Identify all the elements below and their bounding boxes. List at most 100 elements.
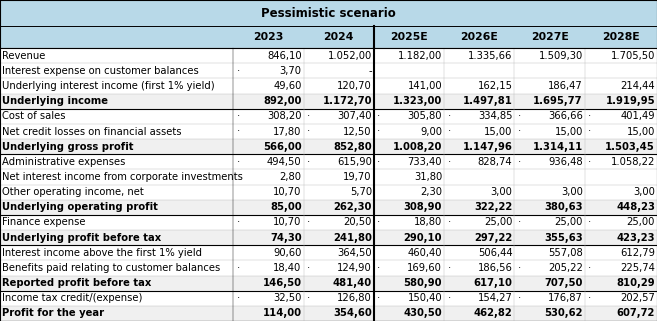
Text: 366,66: 366,66 (548, 111, 583, 121)
Text: 169,60: 169,60 (407, 263, 442, 273)
Text: Income tax credit/(expense): Income tax credit/(expense) (2, 293, 143, 303)
Text: ·: · (447, 293, 451, 303)
Text: ·: · (237, 263, 240, 273)
Text: ·: · (307, 126, 310, 136)
Text: 617,10: 617,10 (474, 278, 512, 288)
Text: ·: · (307, 263, 310, 273)
Text: 25,00: 25,00 (627, 217, 655, 228)
Text: 1.509,30: 1.509,30 (539, 51, 583, 61)
Text: 10,70: 10,70 (273, 187, 302, 197)
Text: 10,70: 10,70 (273, 217, 302, 228)
Text: 334,85: 334,85 (478, 111, 512, 121)
Text: 2024: 2024 (323, 32, 354, 42)
Text: 810,29: 810,29 (616, 278, 655, 288)
Text: 18,80: 18,80 (414, 217, 442, 228)
Text: 481,40: 481,40 (332, 278, 372, 288)
Text: 162,15: 162,15 (478, 81, 512, 91)
Text: 126,80: 126,80 (337, 293, 372, 303)
Text: 9,00: 9,00 (420, 126, 442, 136)
Text: 1.503,45: 1.503,45 (605, 142, 655, 152)
Text: 423,23: 423,23 (616, 233, 655, 243)
Bar (0, 94, 657, 109)
Text: 506,44: 506,44 (478, 248, 512, 258)
Text: 828,74: 828,74 (478, 157, 512, 167)
Text: ·: · (447, 111, 451, 121)
Text: 186,56: 186,56 (478, 263, 512, 273)
Text: ·: · (307, 157, 310, 167)
Text: Reported profit before tax: Reported profit before tax (2, 278, 151, 288)
Text: 308,20: 308,20 (267, 111, 302, 121)
Text: 15,00: 15,00 (484, 126, 512, 136)
Text: 1.919,95: 1.919,95 (605, 96, 655, 106)
Text: 936,48: 936,48 (548, 157, 583, 167)
Text: 1.497,81: 1.497,81 (463, 96, 512, 106)
Text: 124,90: 124,90 (337, 263, 372, 273)
Text: Finance expense: Finance expense (2, 217, 85, 228)
Text: ·: · (307, 217, 310, 228)
Text: 380,63: 380,63 (544, 202, 583, 212)
Text: 607,72: 607,72 (617, 308, 655, 318)
Bar (0, 215, 657, 230)
Text: ·: · (377, 263, 380, 273)
Text: Pessimistic scenario: Pessimistic scenario (261, 7, 396, 20)
Bar (0, 275, 657, 291)
Text: 2025E: 2025E (390, 32, 428, 42)
Text: ·: · (518, 263, 521, 273)
Text: 557,08: 557,08 (548, 248, 583, 258)
Text: ·: · (447, 217, 451, 228)
Bar (0, 245, 657, 260)
Text: 364,50: 364,50 (337, 248, 372, 258)
Text: Underlying income: Underlying income (2, 96, 108, 106)
Text: 2026E: 2026E (461, 32, 498, 42)
Text: 2,30: 2,30 (420, 187, 442, 197)
Text: 25,00: 25,00 (484, 217, 512, 228)
Text: ·: · (518, 126, 521, 136)
Text: 114,00: 114,00 (263, 308, 302, 318)
Text: 1.182,00: 1.182,00 (398, 51, 442, 61)
Text: 430,50: 430,50 (403, 308, 442, 318)
Text: 401,49: 401,49 (620, 111, 655, 121)
Text: ·: · (237, 66, 240, 76)
Text: Cost of sales: Cost of sales (2, 111, 66, 121)
Text: 297,22: 297,22 (474, 233, 512, 243)
Text: 707,50: 707,50 (545, 278, 583, 288)
Text: 2028E: 2028E (602, 32, 640, 42)
Text: 3,00: 3,00 (633, 187, 655, 197)
Text: ·: · (518, 217, 521, 228)
Text: ·: · (237, 111, 240, 121)
Text: 19,70: 19,70 (344, 172, 372, 182)
Text: 85,00: 85,00 (270, 202, 302, 212)
Bar (0, 185, 657, 200)
Text: 262,30: 262,30 (334, 202, 372, 212)
Text: 25,00: 25,00 (555, 217, 583, 228)
Text: 90,60: 90,60 (273, 248, 302, 258)
Text: 154,27: 154,27 (478, 293, 512, 303)
Text: ·: · (588, 157, 591, 167)
Text: ·: · (307, 293, 310, 303)
Text: 1.695,77: 1.695,77 (533, 96, 583, 106)
Text: Benefits paid relating to customer balances: Benefits paid relating to customer balan… (2, 263, 220, 273)
Text: 305,80: 305,80 (407, 111, 442, 121)
Bar (0, 63, 657, 78)
Text: 307,40: 307,40 (337, 111, 372, 121)
Bar (0, 154, 657, 169)
Text: 612,79: 612,79 (620, 248, 655, 258)
Text: ·: · (377, 157, 380, 167)
Text: 3,00: 3,00 (491, 187, 512, 197)
Text: Underlying profit before tax: Underlying profit before tax (2, 233, 161, 243)
Text: Underlying operating profit: Underlying operating profit (2, 202, 158, 212)
Text: 462,82: 462,82 (474, 308, 512, 318)
Text: 290,10: 290,10 (403, 233, 442, 243)
Text: 150,40: 150,40 (407, 293, 442, 303)
Text: 322,22: 322,22 (474, 202, 512, 212)
Text: ·: · (588, 126, 591, 136)
Text: 448,23: 448,23 (616, 202, 655, 212)
Text: 1.705,50: 1.705,50 (610, 51, 655, 61)
Bar (0, 124, 657, 139)
Text: 176,87: 176,87 (548, 293, 583, 303)
Text: Net credit losses on financial assets: Net credit losses on financial assets (2, 126, 181, 136)
Bar (0, 109, 657, 124)
Text: ·: · (518, 157, 521, 167)
Text: ·: · (237, 217, 240, 228)
Text: ·: · (237, 157, 240, 167)
